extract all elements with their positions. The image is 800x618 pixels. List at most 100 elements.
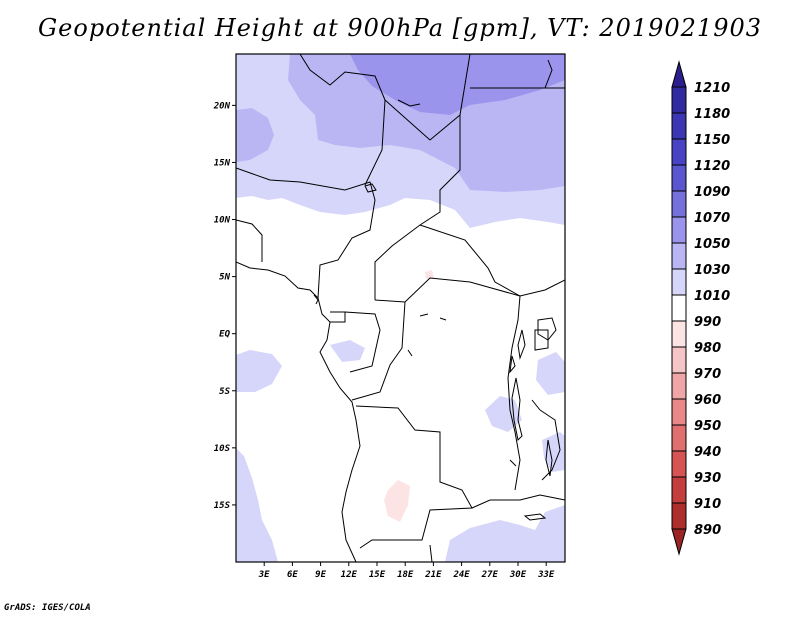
lon-tick-label: 30E — [509, 570, 527, 580]
colorbar-label: 910 — [694, 497, 721, 512]
colorbar-segment — [671, 424, 687, 452]
lon-tick-label: 18E — [397, 570, 414, 580]
colorbar-label: 1030 — [694, 263, 730, 278]
field-1010-center-blob — [330, 340, 365, 362]
field-990-angola — [384, 480, 410, 522]
footer-credit: GrADS: IGES/COLA — [4, 603, 91, 613]
lake-chad-outline — [364, 183, 377, 193]
colorbar-segment — [671, 346, 687, 374]
colorbar-top-arrow — [671, 60, 687, 88]
border-segment-19 — [531, 399, 541, 411]
lat-tick-label: 15N — [214, 158, 231, 168]
colorbar-label: 950 — [694, 419, 721, 434]
field-1010-southeast — [445, 505, 565, 562]
colorbar-label: 1180 — [694, 107, 730, 122]
colorbar-label: 1150 — [694, 133, 730, 148]
rift-lakes-outline — [517, 329, 526, 360]
congo-lake-outline-2 — [439, 317, 447, 321]
colorbar-segment — [671, 138, 687, 166]
border-segment-6 — [374, 115, 461, 300]
colorbar-segment — [671, 242, 687, 270]
border-segment-7 — [419, 224, 565, 297]
field-1010-east2 — [536, 352, 565, 395]
border-segment-3 — [299, 54, 386, 186]
lat-tick-label: EQ — [219, 330, 230, 340]
border-segment-14 — [471, 494, 565, 509]
lon-tick-label: 6E — [287, 570, 298, 580]
border-segment-17 — [539, 409, 561, 481]
border-segment-8 — [374, 277, 521, 303]
zambezi-lake-outline — [523, 513, 547, 521]
colorbar-segment — [671, 190, 687, 218]
border-segment-9 — [330, 311, 346, 323]
field-1030-west — [236, 108, 274, 162]
colorbar-label: 1120 — [694, 159, 730, 174]
border-segment-16 — [534, 329, 549, 351]
colorbar-segment — [671, 294, 687, 322]
inland-water-1 — [407, 349, 413, 357]
colorbar-label: 980 — [694, 341, 721, 356]
border-segment-11 — [351, 301, 406, 401]
border-segment-2 — [236, 167, 376, 299]
colorbar-label: 1090 — [694, 185, 730, 200]
field-1050-north — [350, 54, 565, 115]
lon-tick-label: 33E — [537, 570, 555, 580]
colorbar-label: 940 — [694, 445, 721, 460]
colorbar-label: 1050 — [694, 237, 730, 252]
colorbar-segment — [671, 502, 687, 530]
lake-victoria-outline — [537, 317, 557, 341]
border-segment-12 — [355, 405, 473, 549]
colorbar: 1210 1180 1150 1120 1090 1070 1050 1030 1010 990 9… — [671, 60, 730, 556]
border-segment-13 — [429, 544, 433, 562]
colorbar-label: 930 — [694, 471, 721, 486]
lat-tick-label: 5N — [219, 273, 230, 283]
field-1010-east — [485, 396, 522, 432]
lon-tick-label: 12E — [341, 570, 358, 580]
border-segment-18 — [544, 59, 553, 89]
lon-tick-label: 27E — [481, 570, 499, 580]
colorbar-segment — [671, 450, 687, 478]
country-boundaries — [236, 54, 565, 562]
lake-malawi-outline — [545, 439, 553, 477]
border-segment-4 — [384, 54, 471, 141]
latitude-axis: 20N 15N 10N 5N EQ 5S 10S 15S — [213, 101, 236, 511]
colorbar-bottom-arrow — [671, 528, 687, 556]
colorbar-segment — [671, 216, 687, 244]
lake-tanganyika-outline — [511, 377, 523, 442]
lat-tick-label: 10S — [214, 444, 231, 454]
colorbar-label: 970 — [694, 367, 721, 382]
field-1010-west-south — [236, 350, 282, 392]
border-segment-10 — [344, 311, 381, 373]
lon-tick-label: 24E — [452, 570, 470, 580]
colorbar-label: 1070 — [694, 211, 730, 226]
lat-tick-label: 15S — [214, 501, 231, 511]
border-segment-15 — [507, 295, 521, 491]
colorbar-label: 1010 — [694, 289, 730, 304]
colorbar-segment — [671, 164, 687, 192]
plot-title: Geopotential Height at 900hPa [gpm], VT:… — [38, 14, 762, 42]
colorbar-label: 960 — [694, 393, 721, 408]
colorbar-segment — [671, 372, 687, 400]
field-990-small — [425, 270, 434, 279]
lon-tick-label: 21E — [424, 570, 442, 580]
longitude-axis: 3E 6E 9E 12E 15E 18E 21E 24E 27E 30E 33E — [258, 562, 555, 580]
lon-tick-label: 3E — [258, 570, 270, 580]
colorbar-segment — [671, 268, 687, 296]
colorbar-segment — [671, 112, 687, 140]
inland-water-2 — [509, 459, 517, 467]
colorbar-label: 990 — [694, 315, 721, 330]
colorbar-label: 890 — [694, 523, 721, 538]
lat-tick-label: 5S — [219, 387, 230, 397]
coastline-north-inlet — [397, 99, 421, 107]
colorbar-label: 1210 — [694, 81, 730, 96]
field-1010-southwest — [236, 448, 278, 562]
congo-lake-outline-1 — [419, 313, 429, 317]
colorbar-segment — [671, 476, 687, 504]
lon-tick-label: 15E — [369, 570, 386, 580]
lake-kivu-outline — [509, 355, 516, 374]
map-frame — [235, 53, 566, 563]
lat-tick-label: 20N — [213, 101, 231, 111]
coastline-west-island — [313, 294, 319, 305]
west-africa-coast — [236, 261, 361, 562]
